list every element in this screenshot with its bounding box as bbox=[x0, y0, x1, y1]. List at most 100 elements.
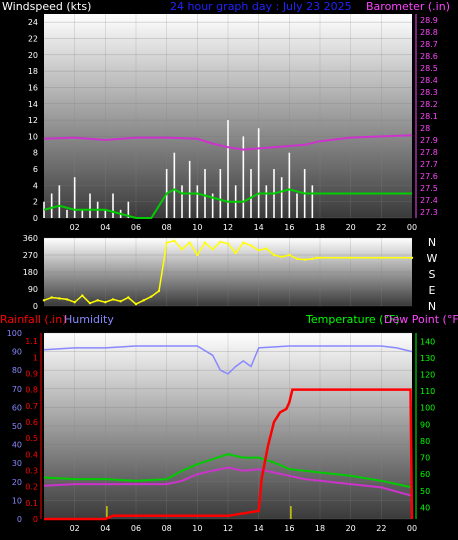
direction-tick-label: 90 bbox=[28, 285, 38, 294]
windspeed-axis-title: Windspeed (kts) bbox=[2, 0, 91, 13]
temp-tick-label: 70 bbox=[420, 454, 430, 463]
x-tick-label: 22 bbox=[376, 524, 386, 533]
x-tick-label: 14 bbox=[254, 223, 264, 232]
baro-tick-label: 28 bbox=[420, 124, 430, 133]
compass-label: E bbox=[429, 284, 436, 297]
baro-tick-label: 28.9 bbox=[420, 16, 438, 25]
rain-tick-label: 0.5 bbox=[25, 434, 38, 443]
rain-tick-label: 0.9 bbox=[25, 369, 38, 378]
baro-tick-label: 27.6 bbox=[420, 172, 438, 181]
direction-point bbox=[318, 256, 322, 260]
humidity-tick-label: 80 bbox=[12, 366, 22, 375]
compass-label: S bbox=[429, 268, 436, 281]
temp-tick-label: 80 bbox=[420, 437, 430, 446]
direction-point bbox=[65, 298, 69, 301]
direction-point bbox=[134, 302, 138, 306]
rainfall-axis-title: Rainfall (.in) bbox=[0, 313, 67, 326]
x-tick-label: 06 bbox=[131, 223, 141, 232]
wind-tick-label: 12 bbox=[28, 116, 38, 125]
direction-point bbox=[410, 256, 414, 260]
temp-tick-label: 120 bbox=[420, 371, 435, 380]
dewpoint-line bbox=[43, 466, 413, 497]
direction-point bbox=[315, 256, 319, 260]
direction-point bbox=[349, 256, 352, 260]
baro-tick-label: 28.2 bbox=[420, 100, 438, 109]
x-tick-label: 04 bbox=[100, 524, 110, 533]
wind-tick-label: 16 bbox=[28, 83, 38, 92]
direction-point bbox=[203, 241, 207, 244]
direction-point bbox=[242, 241, 245, 244]
humidity-tick-label: 40 bbox=[12, 441, 22, 450]
rain-tick-label: 0.8 bbox=[25, 386, 38, 395]
direction-point bbox=[303, 258, 306, 261]
direction-point bbox=[58, 297, 61, 300]
x-tick-label: 22 bbox=[376, 223, 386, 232]
x-tick-label: 12 bbox=[223, 223, 233, 232]
x-tick-label: 08 bbox=[162, 223, 172, 232]
direction-point bbox=[380, 256, 383, 260]
direction-point bbox=[234, 251, 237, 255]
wind-tick-label: 0 bbox=[33, 214, 38, 223]
x-tick-label: 02 bbox=[70, 524, 80, 533]
x-tick-label: 00 bbox=[407, 524, 417, 533]
wind-tick-label: 18 bbox=[28, 67, 38, 76]
wind-tick-label: 2 bbox=[33, 198, 38, 207]
x-tick-label: 10 bbox=[192, 223, 202, 232]
baro-tick-label: 28.5 bbox=[420, 64, 438, 73]
wind-tick-label: 4 bbox=[33, 181, 38, 190]
humidity-tick-label: 0 bbox=[17, 515, 22, 524]
direction-point bbox=[280, 255, 283, 259]
baro-tick-label: 28.7 bbox=[420, 40, 438, 49]
barometer-axis-title: Barometer (.in) bbox=[366, 0, 450, 13]
temp-tick-label: 140 bbox=[420, 337, 435, 346]
temp-tick-label: 60 bbox=[420, 470, 430, 479]
humidity-tick-label: 100 bbox=[7, 329, 22, 338]
rain-tick-label: 0.2 bbox=[25, 483, 38, 492]
x-tick-label: 14 bbox=[254, 524, 264, 533]
direction-point bbox=[142, 299, 145, 302]
wind-avg-line bbox=[43, 188, 412, 219]
humidity-tick-label: 70 bbox=[12, 385, 22, 394]
direction-point bbox=[295, 257, 299, 260]
baro-tick-label: 27.4 bbox=[420, 196, 438, 205]
temp-tick-label: 90 bbox=[420, 420, 430, 429]
humidity-tick-label: 50 bbox=[12, 422, 22, 431]
direction-point bbox=[180, 248, 184, 251]
direction-point bbox=[257, 249, 260, 252]
x-tick-label: 20 bbox=[346, 524, 356, 533]
direction-tick-label: 360 bbox=[23, 234, 38, 243]
x-tick-label: 18 bbox=[315, 524, 325, 533]
wind-tick-label: 20 bbox=[28, 51, 38, 60]
humidity-tick-label: 30 bbox=[12, 459, 22, 468]
x-tick-label: 20 bbox=[346, 223, 356, 232]
rain-tick-label: 0.6 bbox=[25, 418, 38, 427]
direction-point bbox=[42, 299, 46, 302]
humidity-axis-title: Humidity bbox=[64, 313, 114, 326]
direction-point bbox=[265, 247, 268, 250]
baro-tick-label: 27.5 bbox=[420, 184, 438, 193]
wind-tick-label: 22 bbox=[28, 34, 38, 43]
direction-point bbox=[88, 301, 92, 305]
x-tick-label: 16 bbox=[284, 524, 294, 533]
baro-tick-label: 27.9 bbox=[420, 136, 438, 145]
rainfall-line bbox=[44, 388, 414, 521]
rain-tick-label: 0.3 bbox=[25, 466, 38, 475]
rain-tick-label: 0 bbox=[33, 515, 38, 524]
dewpoint-axis-title: Dew Point (°F) bbox=[384, 313, 458, 326]
x-tick-label: 18 bbox=[315, 223, 325, 232]
baro-tick-label: 28.3 bbox=[420, 88, 438, 97]
wind-tick-label: 14 bbox=[28, 100, 38, 109]
temperature-line bbox=[43, 453, 413, 489]
baro-tick-label: 27.8 bbox=[420, 148, 438, 157]
direction-point bbox=[219, 240, 222, 243]
barometer-line bbox=[43, 134, 413, 151]
compass-label: N bbox=[428, 236, 436, 249]
direction-point bbox=[188, 241, 191, 244]
direction-point bbox=[173, 239, 176, 243]
direction-point bbox=[73, 301, 76, 304]
direction-point bbox=[104, 301, 107, 304]
temperature-axis-title: Temperature (°F) bbox=[305, 313, 400, 326]
direction-tick-label: 270 bbox=[23, 251, 38, 260]
rain-tick-label: 0.1 bbox=[25, 499, 38, 508]
temp-tick-label: 50 bbox=[420, 487, 430, 496]
